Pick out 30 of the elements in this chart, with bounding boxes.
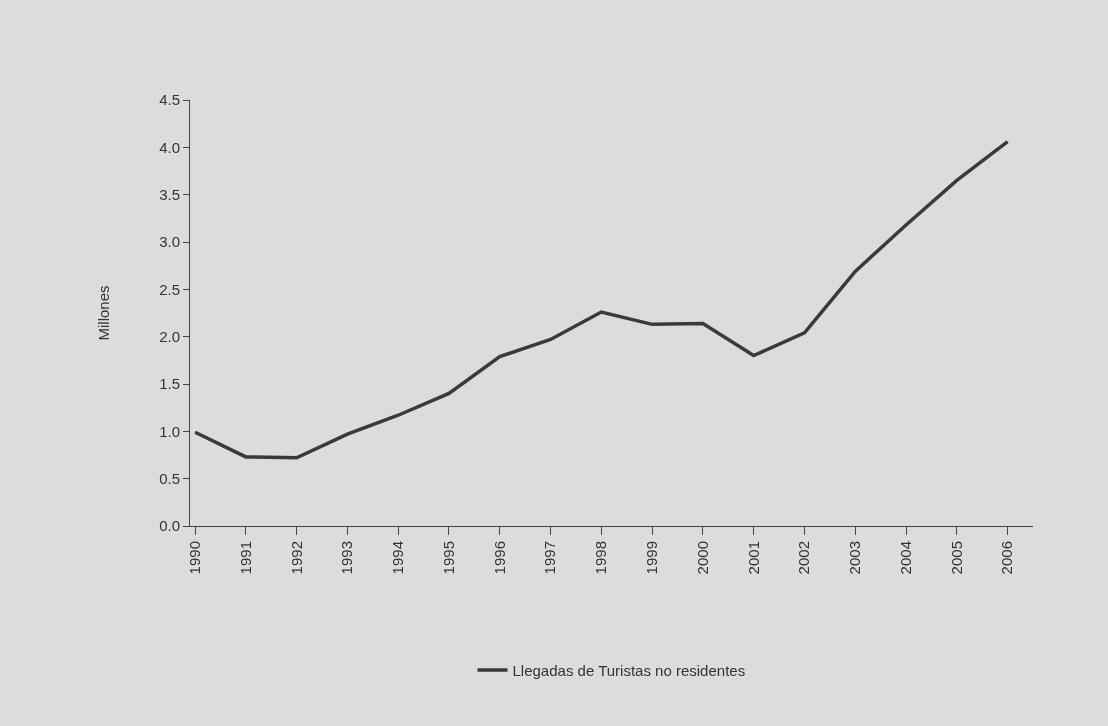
x-tick-label: 2000	[693, 541, 711, 575]
x-tick-label: 2004	[896, 541, 914, 575]
x-tick-label: 2001	[744, 541, 762, 575]
y-tick-label: 4.5	[159, 91, 180, 109]
x-tick-label: 1995	[439, 541, 457, 575]
x-tick-label: 1998	[592, 541, 610, 575]
x-tick-label: 1992	[287, 541, 305, 575]
x-tick-label: 2006	[998, 541, 1016, 575]
x-tick-label: 2003	[846, 541, 864, 575]
y-tick-label: 3.0	[159, 233, 180, 251]
x-tick-label: 1993	[338, 541, 356, 575]
legend-label: Llegadas de Turistas no residentes	[512, 661, 746, 679]
y-axis-title: Millones	[95, 285, 113, 341]
y-tick-label: 0.0	[159, 517, 180, 535]
x-tick-label: 1997	[541, 541, 559, 575]
y-tick-label: 1.0	[159, 422, 180, 440]
y-tick-label: 2.0	[159, 327, 180, 345]
x-tick-label: 1991	[236, 541, 254, 575]
x-tick-label: 2002	[795, 541, 813, 575]
y-tick-label: 1.5	[159, 375, 180, 393]
x-tick-label: 1990	[185, 541, 203, 575]
y-tick-label: 0.5	[159, 469, 180, 487]
x-tick-label: 1996	[490, 541, 508, 575]
y-tick-label: 2.5	[159, 280, 180, 298]
y-tick-label: 3.5	[159, 185, 180, 203]
x-tick-label: 1999	[643, 541, 661, 575]
line-series	[193, 139, 1010, 460]
x-tick-label: 2005	[947, 541, 965, 575]
y-tick-label: 4.0	[159, 138, 180, 156]
x-tick-label: 1994	[389, 541, 407, 575]
